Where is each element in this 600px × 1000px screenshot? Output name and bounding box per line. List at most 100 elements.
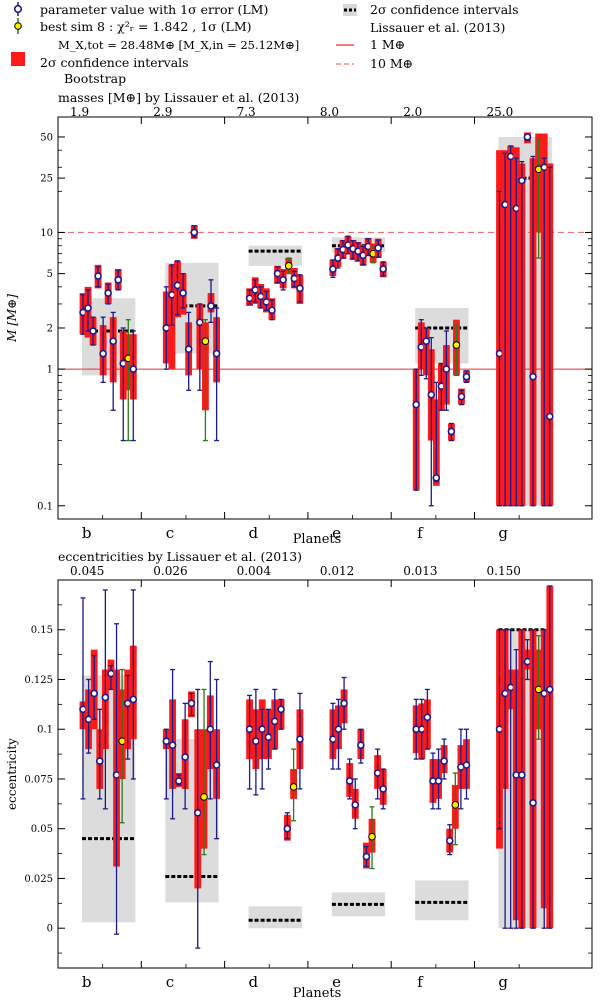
- planet-label-b: b: [82, 973, 92, 991]
- data-point-c-0: [162, 286, 171, 370]
- data-point-b-10: [129, 330, 138, 442]
- data-point-e-9: [379, 768, 388, 810]
- data-point-e-4: [349, 240, 357, 260]
- data-point-b-1: [84, 678, 93, 754]
- value-marker: [357, 741, 365, 749]
- value-marker: [518, 176, 526, 185]
- top-title: masses [M⊕] by Lissauer et al. (2013): [58, 90, 299, 105]
- data-point-c-4: [184, 311, 193, 391]
- data-point-f-9: [462, 728, 471, 800]
- planet-label-f: f: [417, 973, 424, 991]
- data-point-e-3: [345, 758, 354, 800]
- value-marker: [79, 705, 87, 714]
- value-marker: [457, 392, 466, 401]
- data-point-g-2: [506, 629, 515, 929]
- data-point-c-7: [201, 319, 210, 442]
- data-point-f-9: [457, 388, 466, 406]
- data-point-f-6: [442, 330, 451, 411]
- value-marker: [417, 725, 426, 734]
- y-tick-label: 1: [47, 365, 53, 376]
- value-marker: [501, 689, 509, 698]
- data-point-f-2: [423, 688, 432, 750]
- value-marker: [447, 427, 456, 436]
- value-marker: [345, 777, 354, 785]
- value-marker: [529, 372, 537, 381]
- data-point-d-9: [296, 274, 304, 304]
- y-axis-label: eccentricity: [5, 738, 19, 810]
- data-point-e-0: [329, 702, 337, 770]
- y-tick-label: 0.025: [24, 874, 53, 885]
- value-marker: [181, 753, 189, 761]
- value-marker: [84, 715, 93, 724]
- value-marker: [251, 286, 259, 294]
- value-marker: [123, 699, 132, 708]
- value-marker: [545, 412, 554, 421]
- data-point-c-5: [193, 688, 202, 949]
- value-marker: [412, 400, 421, 409]
- y-tick-label: 0.1: [37, 725, 53, 736]
- value-marker: [329, 735, 337, 743]
- value-marker: [296, 735, 304, 743]
- data-point-f-7: [447, 422, 456, 442]
- axes-frame: [57, 579, 593, 969]
- best-sim-marker: [452, 341, 461, 349]
- value-marker: [422, 337, 431, 346]
- data-point-f-10: [462, 370, 471, 384]
- data-point-e-7: [368, 806, 376, 870]
- data-point-c-2: [175, 773, 183, 787]
- data-point-g-8: [540, 133, 549, 507]
- value-marker: [512, 204, 521, 213]
- plot-area: [79, 585, 554, 949]
- value-marker: [264, 733, 273, 741]
- value-marker: [162, 324, 171, 332]
- planet-label-e: e: [332, 524, 341, 542]
- planet-label-d: d: [248, 973, 258, 991]
- y-tick-label: 10: [40, 228, 53, 239]
- lissauer-top-label-g: 25.0: [487, 105, 514, 119]
- lissauer-top-label-c: 2.9: [153, 105, 172, 119]
- axes-frame: [57, 116, 593, 520]
- value-marker: [175, 777, 183, 785]
- data-point-g-5: [523, 639, 532, 681]
- data-point-e-4: [351, 778, 360, 830]
- legend-left-text-4: Bootstrap: [64, 71, 126, 86]
- y-tick-label: 2: [47, 323, 53, 334]
- legend-right-text-0: 2σ confidence intervals: [370, 2, 519, 17]
- y-tick-label: 0.1: [37, 501, 53, 512]
- value-marker: [340, 699, 348, 708]
- best-sim-marker: [289, 783, 298, 791]
- lissauer-top-label-f: 2.0: [403, 105, 422, 119]
- value-marker: [252, 737, 260, 745]
- planet-label-c: c: [166, 524, 174, 542]
- planet-label-c: c: [166, 973, 174, 991]
- data-point-e-1: [334, 698, 343, 770]
- data-point-f-5: [440, 738, 448, 780]
- legend-left-text-0: parameter value with 1σ error (LM): [40, 2, 268, 17]
- best-sim-marker: [451, 801, 460, 809]
- data-point-c-0: [162, 728, 171, 800]
- best-sim-marker: [201, 337, 210, 346]
- data-point-b-3: [95, 708, 104, 800]
- data-point-f-3: [427, 336, 436, 507]
- legend-right-text-2: 1 M⊕: [370, 37, 405, 52]
- y-tick-label: 25: [40, 174, 53, 185]
- data-point-g-7: [534, 635, 543, 740]
- data-point-e-6: [362, 842, 371, 869]
- data-point-b-7: [114, 269, 123, 291]
- value-marker: [540, 689, 549, 698]
- data-point-e-0: [329, 259, 337, 278]
- value-marker: [129, 695, 138, 704]
- value-marker: [168, 290, 176, 299]
- data-point-g-5: [523, 132, 532, 144]
- data-point-e-2: [339, 240, 347, 259]
- value-marker: [206, 725, 215, 734]
- value-marker: [351, 801, 360, 809]
- legend-right-text-3: 10 M⊕: [370, 56, 413, 71]
- value-marker: [442, 365, 451, 373]
- data-point-g-6: [529, 629, 537, 929]
- data-point-d-4: [270, 688, 279, 750]
- lissauer-top-label-g: 0.150: [487, 564, 521, 578]
- lissauer-top-label-b: 0.045: [70, 564, 104, 578]
- value-marker: [193, 808, 202, 817]
- best-sim-marker: [284, 262, 293, 270]
